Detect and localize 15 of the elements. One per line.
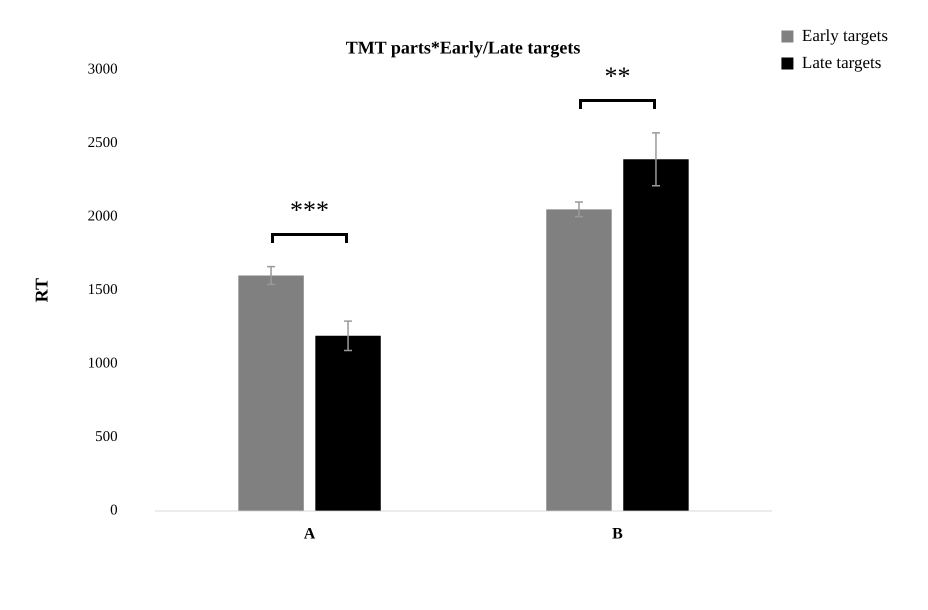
y-tick-label: 3000 xyxy=(88,62,118,78)
legend-label: Early targets xyxy=(802,26,888,45)
y-tick-label: 2500 xyxy=(88,135,118,152)
y-tick-label: 1500 xyxy=(88,282,118,298)
chart-title: TMT parts*Early/Late targets xyxy=(346,37,580,58)
y-tick-label: 0 xyxy=(110,502,118,519)
annotation: ** xyxy=(604,62,630,91)
x-tick-label: A xyxy=(304,526,316,543)
annotation: *** xyxy=(290,195,330,224)
y-axis-title: RT xyxy=(31,278,52,302)
y-tick-label: 2000 xyxy=(88,208,118,225)
y-tick-label: 1000 xyxy=(88,356,118,372)
legend-label: Late targets xyxy=(802,52,882,72)
y-tick-label: 500 xyxy=(95,429,118,446)
x-tick-label: B xyxy=(612,526,624,543)
